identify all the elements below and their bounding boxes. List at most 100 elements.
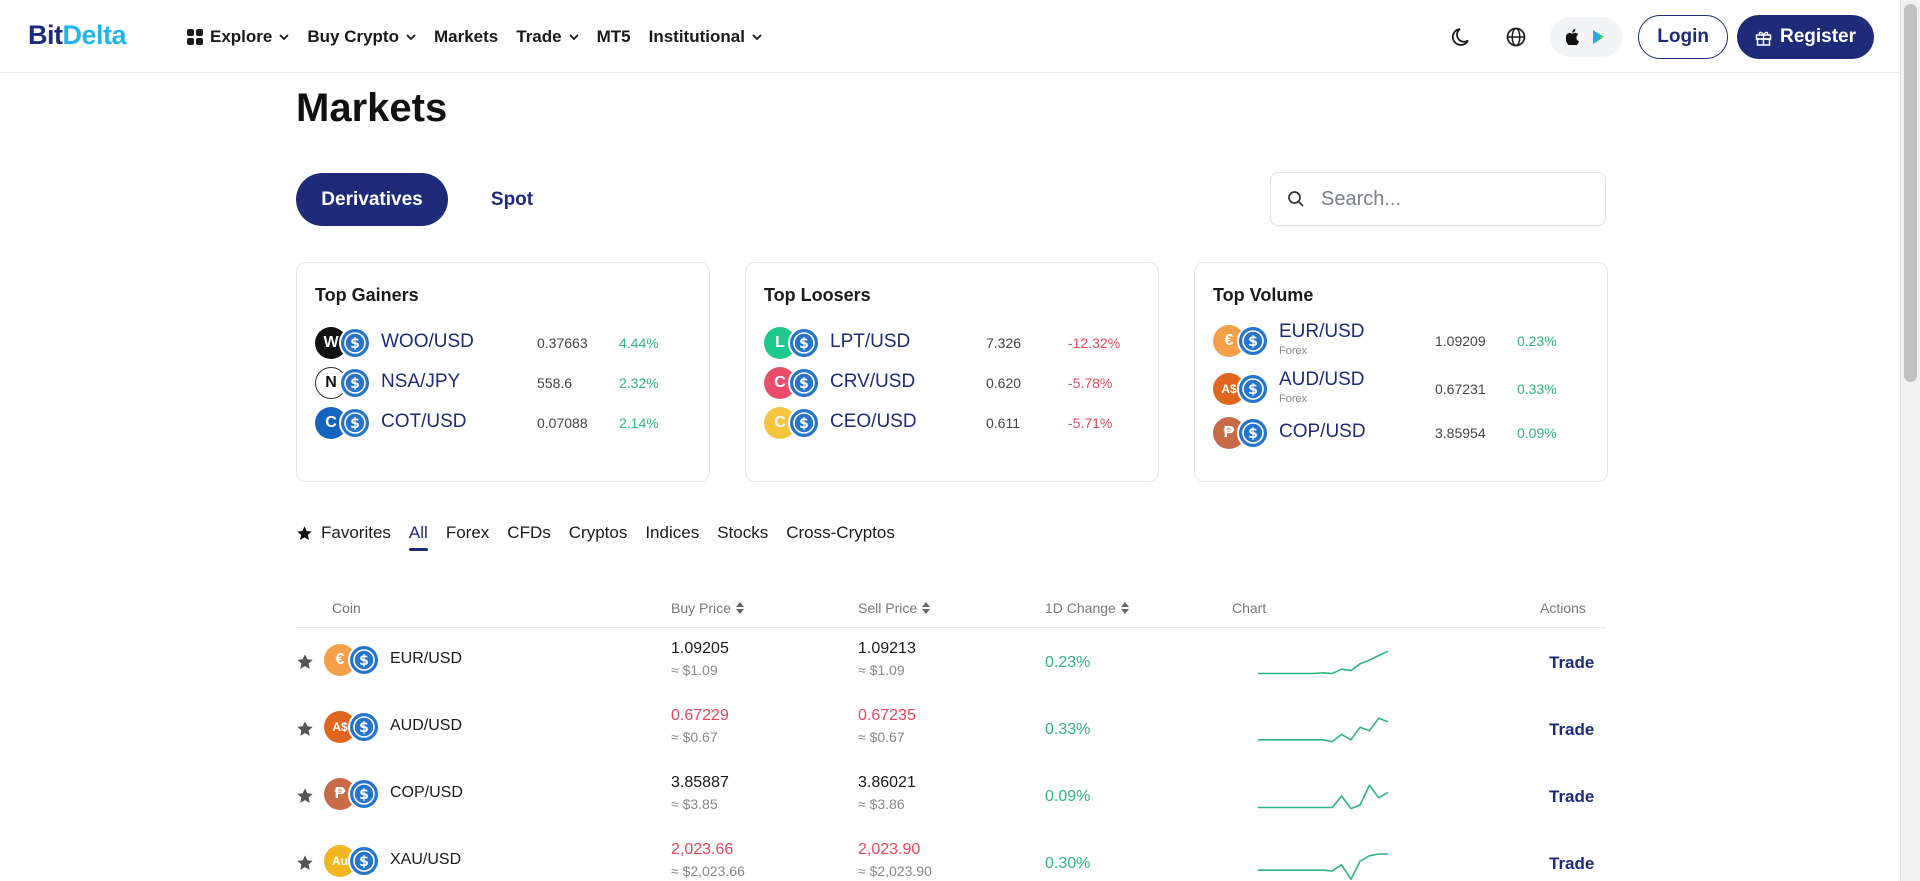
nav-trade-label: Trade (516, 27, 561, 47)
usd-coin-icon: $ (342, 410, 368, 436)
tab-cryptos[interactable]: Cryptos (569, 523, 628, 543)
bitdelta-logo[interactable]: BitDelta (28, 20, 126, 51)
tab-indices[interactable]: Indices (645, 523, 699, 543)
app-store-links[interactable] (1550, 17, 1622, 57)
favorite-star-icon[interactable] (296, 854, 314, 872)
main-nav: Explore Buy Crypto Markets Trade MT5 Ins… (186, 0, 780, 73)
quote-asset-icon: $ (348, 778, 380, 810)
trade-link[interactable]: Trade (1549, 787, 1594, 807)
google-play-icon[interactable] (1592, 29, 1606, 45)
favorite-star-icon[interactable] (296, 787, 314, 805)
search-input[interactable] (1321, 188, 1581, 211)
table-row[interactable]: ₱ $ COP/USD 3.85887 ≈ $3.85 3.86021 ≈ $3.86 0.0… (296, 762, 1606, 829)
nav-buy-crypto-label: Buy Crypto (307, 27, 399, 47)
logo-text-delta: Delta (63, 20, 127, 50)
col-sell-price[interactable]: Sell Price (858, 600, 930, 616)
table-row[interactable]: € $ EUR/USD 1.09205 ≈ $1.09 1.09213 ≈ $1.09 0.2… (296, 628, 1606, 695)
tab-spot[interactable]: Spot (472, 173, 552, 226)
tab-forex[interactable]: Forex (446, 523, 489, 543)
favorites-label: Favorites (321, 523, 391, 543)
base-asset-glyph: L (775, 334, 785, 352)
search-box[interactable] (1270, 172, 1606, 226)
trade-link[interactable]: Trade (1549, 720, 1594, 740)
pair-symbol: CRV/USD (830, 371, 915, 393)
trade-link[interactable]: Trade (1549, 653, 1594, 673)
logo-text-bit: Bit (28, 20, 63, 50)
pair-price: 0.37663 (537, 335, 588, 351)
nav-buy-crypto[interactable]: Buy Crypto (307, 27, 416, 47)
nav-mt5-label: MT5 (597, 27, 631, 47)
col-1d-change[interactable]: 1D Change (1045, 600, 1129, 616)
nav-explore-label: Explore (210, 27, 272, 47)
col-buy-price[interactable]: Buy Price (671, 600, 744, 616)
sell-price: 3.86021 (858, 774, 916, 792)
base-asset-glyph: A$ (1221, 382, 1236, 396)
card-row[interactable]: N $ NSA/JPY 558.6 2.32% (315, 365, 695, 401)
sparkline-chart (1254, 707, 1392, 751)
card-row[interactable]: € $ EUR/USD Forex 1.09209 0.23% (1213, 323, 1593, 359)
nav-mt5[interactable]: MT5 (597, 27, 631, 47)
sort-icon (1121, 602, 1129, 614)
quote-asset-icon: $ (339, 367, 371, 399)
tab-favorites[interactable]: Favorites (296, 523, 391, 543)
pair-market-label: Forex (1279, 393, 1307, 405)
base-asset-glyph: C (325, 414, 337, 432)
tab-all[interactable]: All (409, 523, 428, 543)
usd-coin-icon: $ (351, 714, 377, 740)
change-1d: 0.30% (1045, 855, 1090, 873)
card-row[interactable]: C $ CRV/USD 0.620 -5.78% (764, 365, 1144, 401)
card-row[interactable]: C $ CEO/USD 0.611 -5.71% (764, 405, 1144, 441)
tab-derivatives[interactable]: Derivatives (296, 173, 448, 226)
sell-price: 2,023.90 (858, 841, 920, 859)
quote-asset-icon: $ (788, 327, 820, 359)
base-asset-glyph: C (774, 374, 786, 392)
tab-cross-cryptos[interactable]: Cross-Cryptos (786, 523, 895, 543)
usd-coin-icon: $ (351, 781, 377, 807)
trade-link[interactable]: Trade (1549, 854, 1594, 874)
base-asset-glyph: € (336, 651, 345, 669)
tab-cfds[interactable]: CFDs (507, 523, 550, 543)
usd-coin-icon: $ (791, 370, 817, 396)
card-row[interactable]: L $ LPT/USD 7.326 -12.32% (764, 325, 1144, 361)
coin-symbol: AUD/USD (390, 717, 462, 735)
buy-price: 2,023.66 (671, 841, 733, 859)
sparkline-chart (1254, 640, 1392, 684)
card-row[interactable]: ₱ $ COP/USD 3.85954 0.09% (1213, 415, 1593, 451)
card-row[interactable]: C $ COT/USD 0.07088 2.14% (315, 405, 695, 441)
language-button[interactable] (1496, 17, 1536, 57)
theme-toggle-button[interactable] (1442, 17, 1482, 57)
usd-coin-icon: $ (791, 410, 817, 436)
usd-coin-icon: $ (351, 848, 377, 874)
nav-markets[interactable]: Markets (434, 27, 498, 47)
tab-stocks[interactable]: Stocks (717, 523, 768, 543)
quote-asset-icon: $ (1237, 373, 1269, 405)
pair-price: 3.85954 (1435, 425, 1486, 441)
apple-icon[interactable] (1566, 29, 1580, 45)
favorite-star-icon[interactable] (296, 653, 314, 671)
login-button[interactable]: Login (1638, 15, 1728, 59)
buy-price: 0.67229 (671, 707, 729, 725)
favorite-star-icon[interactable] (296, 720, 314, 738)
base-asset-glyph: W (323, 334, 338, 352)
table-row[interactable]: Au $ XAU/USD 2,023.66 ≈ $2,023.66 2,023.90 ≈ $… (296, 829, 1606, 881)
pair-symbol: WOO/USD (381, 331, 474, 353)
quote-asset-icon: $ (788, 367, 820, 399)
nav-trade[interactable]: Trade (516, 27, 578, 47)
card-title: Top Loosers (764, 285, 871, 306)
base-asset-glyph: € (1225, 332, 1234, 350)
nav-explore[interactable]: Explore (186, 27, 289, 47)
card-row[interactable]: W $ WOO/USD 0.37663 4.44% (315, 325, 695, 361)
pair-price: 558.6 (537, 375, 572, 391)
pair-symbol: AUD/USD (1279, 369, 1365, 391)
table-row[interactable]: A$ $ AUD/USD 0.67229 ≈ $0.67 0.67235 ≈ $0.67 0.… (296, 695, 1606, 762)
card-row[interactable]: A$ $ AUD/USD Forex 0.67231 0.33% (1213, 371, 1593, 407)
nav-institutional[interactable]: Institutional (649, 27, 762, 47)
buy-price-usd: ≈ $3.85 (671, 796, 718, 812)
pair-symbol: LPT/USD (830, 331, 910, 353)
page-title: Markets (296, 86, 447, 131)
page-scrollbar[interactable] (1900, 0, 1920, 881)
card-title: Top Gainers (315, 285, 419, 306)
register-button[interactable]: Register (1737, 15, 1874, 59)
buy-price-usd: ≈ $1.09 (671, 662, 718, 678)
scrollbar-thumb[interactable] (1904, 4, 1917, 382)
